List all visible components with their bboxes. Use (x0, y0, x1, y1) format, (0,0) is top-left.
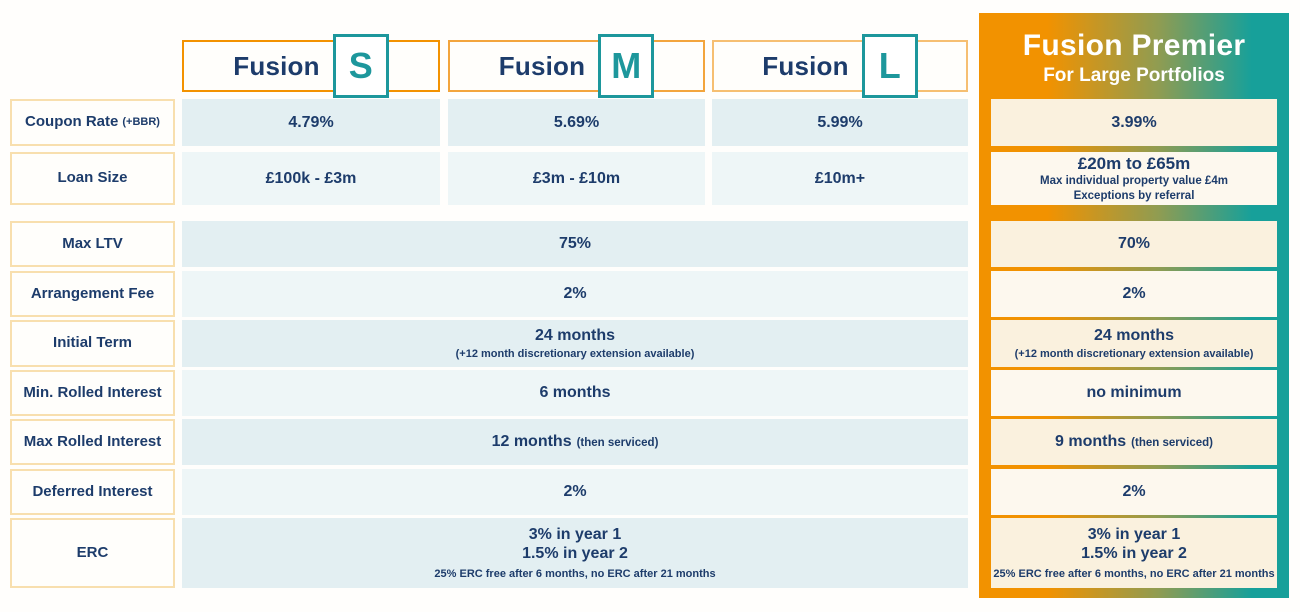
value-max-rolled-interest-premier: 9 months (1055, 433, 1127, 451)
brand-text-fusion-m: Fusion (498, 50, 586, 81)
premier-title: Fusion Premier (1022, 29, 1246, 62)
premier-panel: Fusion Premier For Large Portfolios 3.99… (979, 13, 1289, 598)
cell-max-ltv-premier: 70% (991, 221, 1277, 267)
note-max-rolled-interest-shared: (then serviced) (576, 437, 659, 450)
cell-loan-size-premier: £20m to £65m Max individual property val… (991, 152, 1277, 205)
cell-loan-size-l: £10m+ (712, 152, 968, 205)
cell-min-rolled-interest-premier: no minimum (991, 370, 1277, 416)
header-fusion-m: Fusion M (448, 34, 705, 98)
row-label-arrangement-fee-text: Arrangement Fee (30, 284, 155, 302)
size-letter-m: M (598, 34, 655, 98)
row-label-initial-term: Initial Term (10, 320, 175, 367)
cell-min-rolled-interest-shared: 6 months (182, 370, 968, 416)
value-coupon-rate-s: 4.79% (288, 113, 334, 131)
row-label-initial-term-text: Initial Term (53, 334, 132, 352)
note-initial-term-premier: (+12 month discretionary extension avail… (1014, 347, 1254, 360)
header-fusion-s: Fusion S (182, 34, 440, 98)
row-label-deferred-interest: Deferred Interest (10, 469, 175, 515)
value-initial-term-premier: 24 months (1093, 327, 1174, 345)
cell-coupon-rate-premier: 3.99% (991, 99, 1277, 146)
cell-loan-size-s: £100k - £3m (182, 152, 440, 205)
row-label-min-rolled-interest-text: Min. Rolled Interest (23, 383, 162, 401)
value-loan-size-s: £100k - £3m (265, 169, 357, 187)
row-label-erc: ERC (10, 518, 175, 588)
note-loan-size-premier-2: Exceptions by referral (1073, 189, 1195, 202)
note-loan-size-premier-1: Max individual property value £4m (1040, 174, 1228, 187)
value-min-rolled-interest-shared: 6 months (539, 384, 611, 402)
row-label-arrangement-fee: Arrangement Fee (10, 271, 175, 317)
cell-initial-term-premier: 24 months (+12 month discretionary exten… (991, 320, 1277, 367)
cell-loan-size-m: £3m - £10m (448, 152, 705, 205)
row-label-deferred-interest-text: Deferred Interest (32, 482, 153, 500)
value-deferred-interest-premier: 2% (1122, 483, 1146, 501)
row-label-max-rolled-interest: Max Rolled Interest (10, 419, 175, 465)
value-max-rolled-interest-shared: 12 months (491, 433, 572, 451)
value-erc-year2-premier: 1.5% in year 2 (1081, 544, 1187, 562)
cell-erc-shared: 3% in year 1 1.5% in year 2 25% ERC free… (182, 518, 968, 588)
row-label-erc-text: ERC (76, 543, 109, 561)
size-letter-l: L (861, 34, 918, 98)
cell-deferred-interest-premier: 2% (991, 469, 1277, 515)
note-initial-term-shared: (+12 month discretionary extension avail… (455, 347, 695, 360)
row-label-loan-size: Loan Size (10, 152, 175, 205)
row-label-coupon-rate: Coupon Rate (+BBR) (10, 99, 175, 146)
value-min-rolled-interest-premier: no minimum (1086, 384, 1182, 402)
value-deferred-interest-shared: 2% (563, 483, 587, 501)
value-coupon-rate-l: 5.99% (817, 113, 863, 131)
cell-deferred-interest-shared: 2% (182, 469, 968, 515)
cell-initial-term-shared: 24 months (+12 month discretionary exten… (182, 320, 968, 367)
row-label-loan-size-text: Loan Size (57, 169, 128, 187)
size-letter-s: S (332, 34, 389, 98)
value-arrangement-fee-premier: 2% (1122, 285, 1146, 303)
row-label-max-ltv: Max LTV (10, 221, 175, 267)
value-max-ltv-premier: 70% (1117, 235, 1151, 253)
cell-coupon-rate-s: 4.79% (182, 99, 440, 146)
value-loan-size-premier: £20m to £65m (1077, 153, 1191, 173)
premier-subtitle: For Large Portfolios (1043, 65, 1225, 86)
value-erc-year1-shared: 3% in year 1 (528, 525, 622, 543)
row-label-max-ltv-text: Max LTV (62, 234, 123, 252)
value-coupon-rate-m: 5.69% (553, 113, 600, 131)
cell-arrangement-fee-shared: 2% (182, 271, 968, 317)
cell-max-rolled-interest-shared: 12 months (then serviced) (182, 419, 968, 465)
value-erc-year2-shared: 1.5% in year 2 (522, 544, 628, 562)
cell-coupon-rate-m: 5.69% (448, 99, 705, 146)
note-max-rolled-interest-premier: (then serviced) (1131, 437, 1213, 450)
value-loan-size-m: £3m - £10m (532, 169, 621, 187)
note-erc-shared: 25% ERC free after 6 months, no ERC afte… (434, 568, 716, 581)
value-initial-term-shared: 24 months (534, 327, 615, 345)
note-erc-premier: 25% ERC free after 6 months, no ERC afte… (993, 568, 1275, 581)
cell-arrangement-fee-premier: 2% (991, 271, 1277, 317)
cell-erc-premier: 3% in year 1 1.5% in year 2 25% ERC free… (991, 518, 1277, 588)
brand-text-fusion-s: Fusion (233, 50, 320, 81)
header-fusion-l: Fusion L (712, 34, 968, 98)
value-erc-year1-premier: 3% in year 1 (1087, 525, 1181, 543)
cell-max-rolled-interest-premier: 9 months (then serviced) (991, 419, 1277, 465)
value-arrangement-fee-shared: 2% (563, 285, 587, 303)
cell-coupon-rate-l: 5.99% (712, 99, 968, 146)
row-label-coupon-rate-suffix: (+BBR) (122, 116, 160, 129)
row-label-coupon-rate-text: Coupon Rate (25, 113, 119, 131)
row-label-min-rolled-interest: Min. Rolled Interest (10, 370, 175, 416)
brand-text-fusion-l: Fusion (762, 50, 849, 81)
value-loan-size-l: £10m+ (814, 169, 866, 187)
value-coupon-rate-premier: 3.99% (1111, 113, 1157, 131)
value-max-ltv-shared: 75% (558, 235, 592, 253)
row-label-max-rolled-interest-text: Max Rolled Interest (23, 432, 162, 450)
cell-max-ltv-shared: 75% (182, 221, 968, 267)
